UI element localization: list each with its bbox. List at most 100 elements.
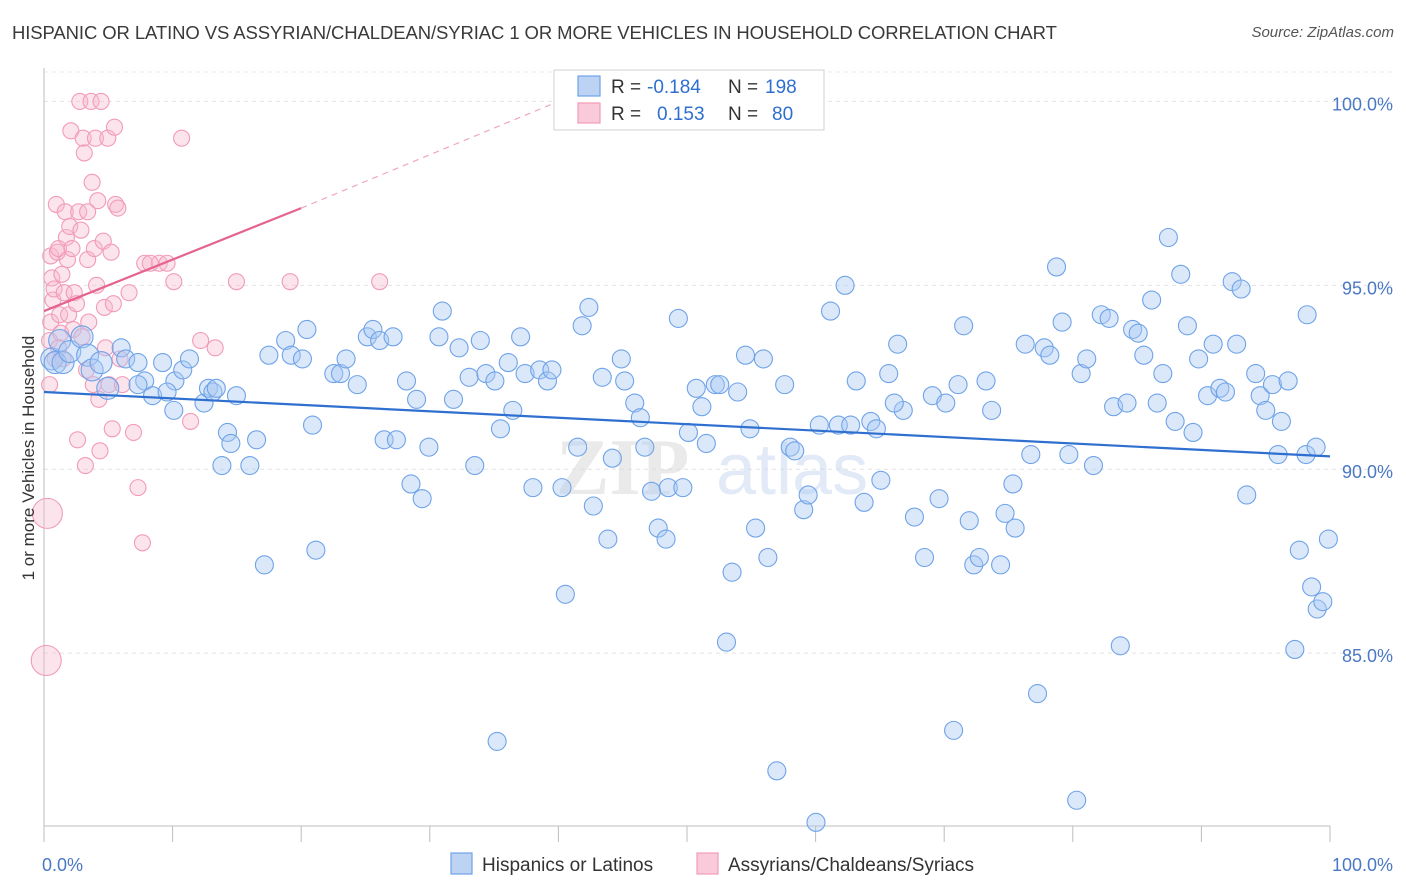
legend-r-value-pink: 0.153 — [657, 104, 705, 125]
bottom-legend-label-pink: Assyrians/Chaldeans/Syriacs — [728, 855, 974, 876]
blue-point-155 — [1083, 456, 1104, 476]
blue-point-5 — [70, 325, 94, 349]
blue-point-146 — [1027, 684, 1048, 704]
blue-point-135 — [959, 511, 979, 531]
blue-point-65 — [498, 353, 518, 373]
legend-n-value-pink: 80 — [772, 104, 793, 125]
blue-point-161 — [1123, 319, 1143, 340]
blue-point-83 — [615, 371, 635, 391]
pink-point-50 — [95, 298, 113, 316]
blue-point-30 — [240, 456, 260, 476]
blue-point-11 — [116, 349, 136, 369]
y-tick-label-2: 90.0% — [1342, 462, 1393, 482]
blue-point-54 — [419, 437, 439, 457]
blue-point-56 — [432, 301, 452, 321]
pink-point-55 — [103, 420, 121, 438]
blue-point-51 — [401, 474, 421, 494]
blue-point-170 — [1177, 316, 1197, 336]
blue-trend-line — [43, 390, 1331, 458]
pink-point-63 — [129, 479, 147, 497]
blue-point-104 — [746, 518, 766, 538]
pink-point-75 — [371, 273, 389, 291]
pink-point-22 — [61, 217, 79, 236]
blue-point-188 — [1285, 639, 1305, 660]
y-axis-label: 1 or more Vehicles in Household — [19, 336, 38, 581]
blue-point-10 — [111, 338, 131, 358]
chart-title: HISPANIC OR LATINO VS ASSYRIAN/CHALDEAN/… — [12, 22, 1057, 43]
pink-point-1 — [31, 497, 63, 529]
pink-point-35 — [76, 457, 94, 475]
blue-point-82 — [611, 349, 631, 369]
blue-point-115 — [820, 301, 841, 321]
blue-point-171 — [1183, 422, 1203, 442]
blue-point-144 — [1015, 334, 1035, 354]
blue-point-166 — [1153, 364, 1173, 384]
blue-point-174 — [1203, 334, 1223, 354]
legend-r-label-blue: R = — [611, 77, 641, 98]
blue-point-38 — [302, 415, 323, 435]
blue-point-84 — [625, 393, 645, 413]
blue-point-162 — [1128, 323, 1148, 343]
blue-point-134 — [954, 316, 974, 336]
pink-point-73 — [227, 273, 245, 291]
blue-point-138 — [976, 371, 996, 391]
blue-point-132 — [944, 720, 964, 740]
blue-point-14 — [128, 375, 148, 395]
pink-point-20 — [58, 251, 77, 269]
blue-point-160 — [1117, 393, 1137, 413]
blue-point-112 — [798, 485, 818, 505]
pink-point-59 — [109, 199, 127, 217]
blue-point-53 — [412, 489, 432, 509]
blue-point-187 — [1278, 371, 1298, 391]
blue-point-87 — [641, 481, 662, 501]
chart-source: Source: ZipAtlas.com — [1251, 24, 1394, 41]
pink-point-56 — [104, 295, 122, 313]
blue-point-197 — [884, 393, 904, 413]
pink-point-57 — [105, 118, 124, 136]
pink-point-8 — [45, 280, 63, 298]
blue-point-60 — [465, 456, 485, 476]
blue-point-89 — [656, 529, 676, 549]
pink-series-points — [30, 92, 389, 677]
blue-point-67 — [511, 327, 531, 347]
trend-lines — [43, 100, 1331, 458]
blue-point-35 — [281, 345, 301, 365]
blue-point-8 — [89, 351, 113, 375]
blue-point-157 — [1099, 308, 1119, 328]
blue-point-94 — [686, 378, 706, 398]
pink-point-13 — [51, 306, 69, 324]
blue-point-50 — [396, 371, 417, 391]
y-tick-label-1: 95.0% — [1342, 278, 1393, 298]
blue-point-18 — [157, 382, 177, 402]
blue-point-12 — [128, 353, 148, 373]
blue-point-103 — [740, 419, 760, 439]
pink-point-71 — [192, 331, 210, 350]
tick-labels: 100.0% 95.0% 90.0% 85.0% 0.0% 100.0% — [42, 94, 1393, 875]
pink-point-15 — [53, 265, 71, 283]
pink-point-40 — [83, 173, 101, 191]
pink-point-62 — [124, 423, 143, 441]
pink-point-43 — [86, 129, 105, 147]
blue-point-141 — [995, 503, 1015, 523]
blue-point-105 — [753, 349, 773, 369]
blue-point-120 — [854, 492, 874, 512]
blue-point-175 — [1210, 378, 1230, 398]
blue-point-125 — [888, 334, 908, 354]
pink-point-47 — [91, 442, 109, 460]
legend-r-value-blue: -0.184 — [647, 77, 701, 98]
blue-point-95 — [692, 397, 712, 417]
pink-point-64 — [133, 534, 152, 552]
blue-point-78 — [583, 496, 603, 516]
blue-point-15 — [142, 386, 163, 406]
blue-point-167 — [1158, 227, 1178, 248]
blue-point-128 — [914, 547, 935, 568]
blue-point-28 — [221, 433, 241, 454]
pink-point-69 — [173, 129, 191, 147]
blue-point-101 — [728, 382, 748, 402]
blue-point-179 — [1231, 279, 1251, 299]
blue-point-27 — [212, 456, 232, 476]
blue-point-151 — [1059, 444, 1079, 465]
pink-point-78 — [79, 203, 97, 221]
blue-point-133 — [948, 375, 968, 395]
blue-point-108 — [775, 375, 795, 395]
